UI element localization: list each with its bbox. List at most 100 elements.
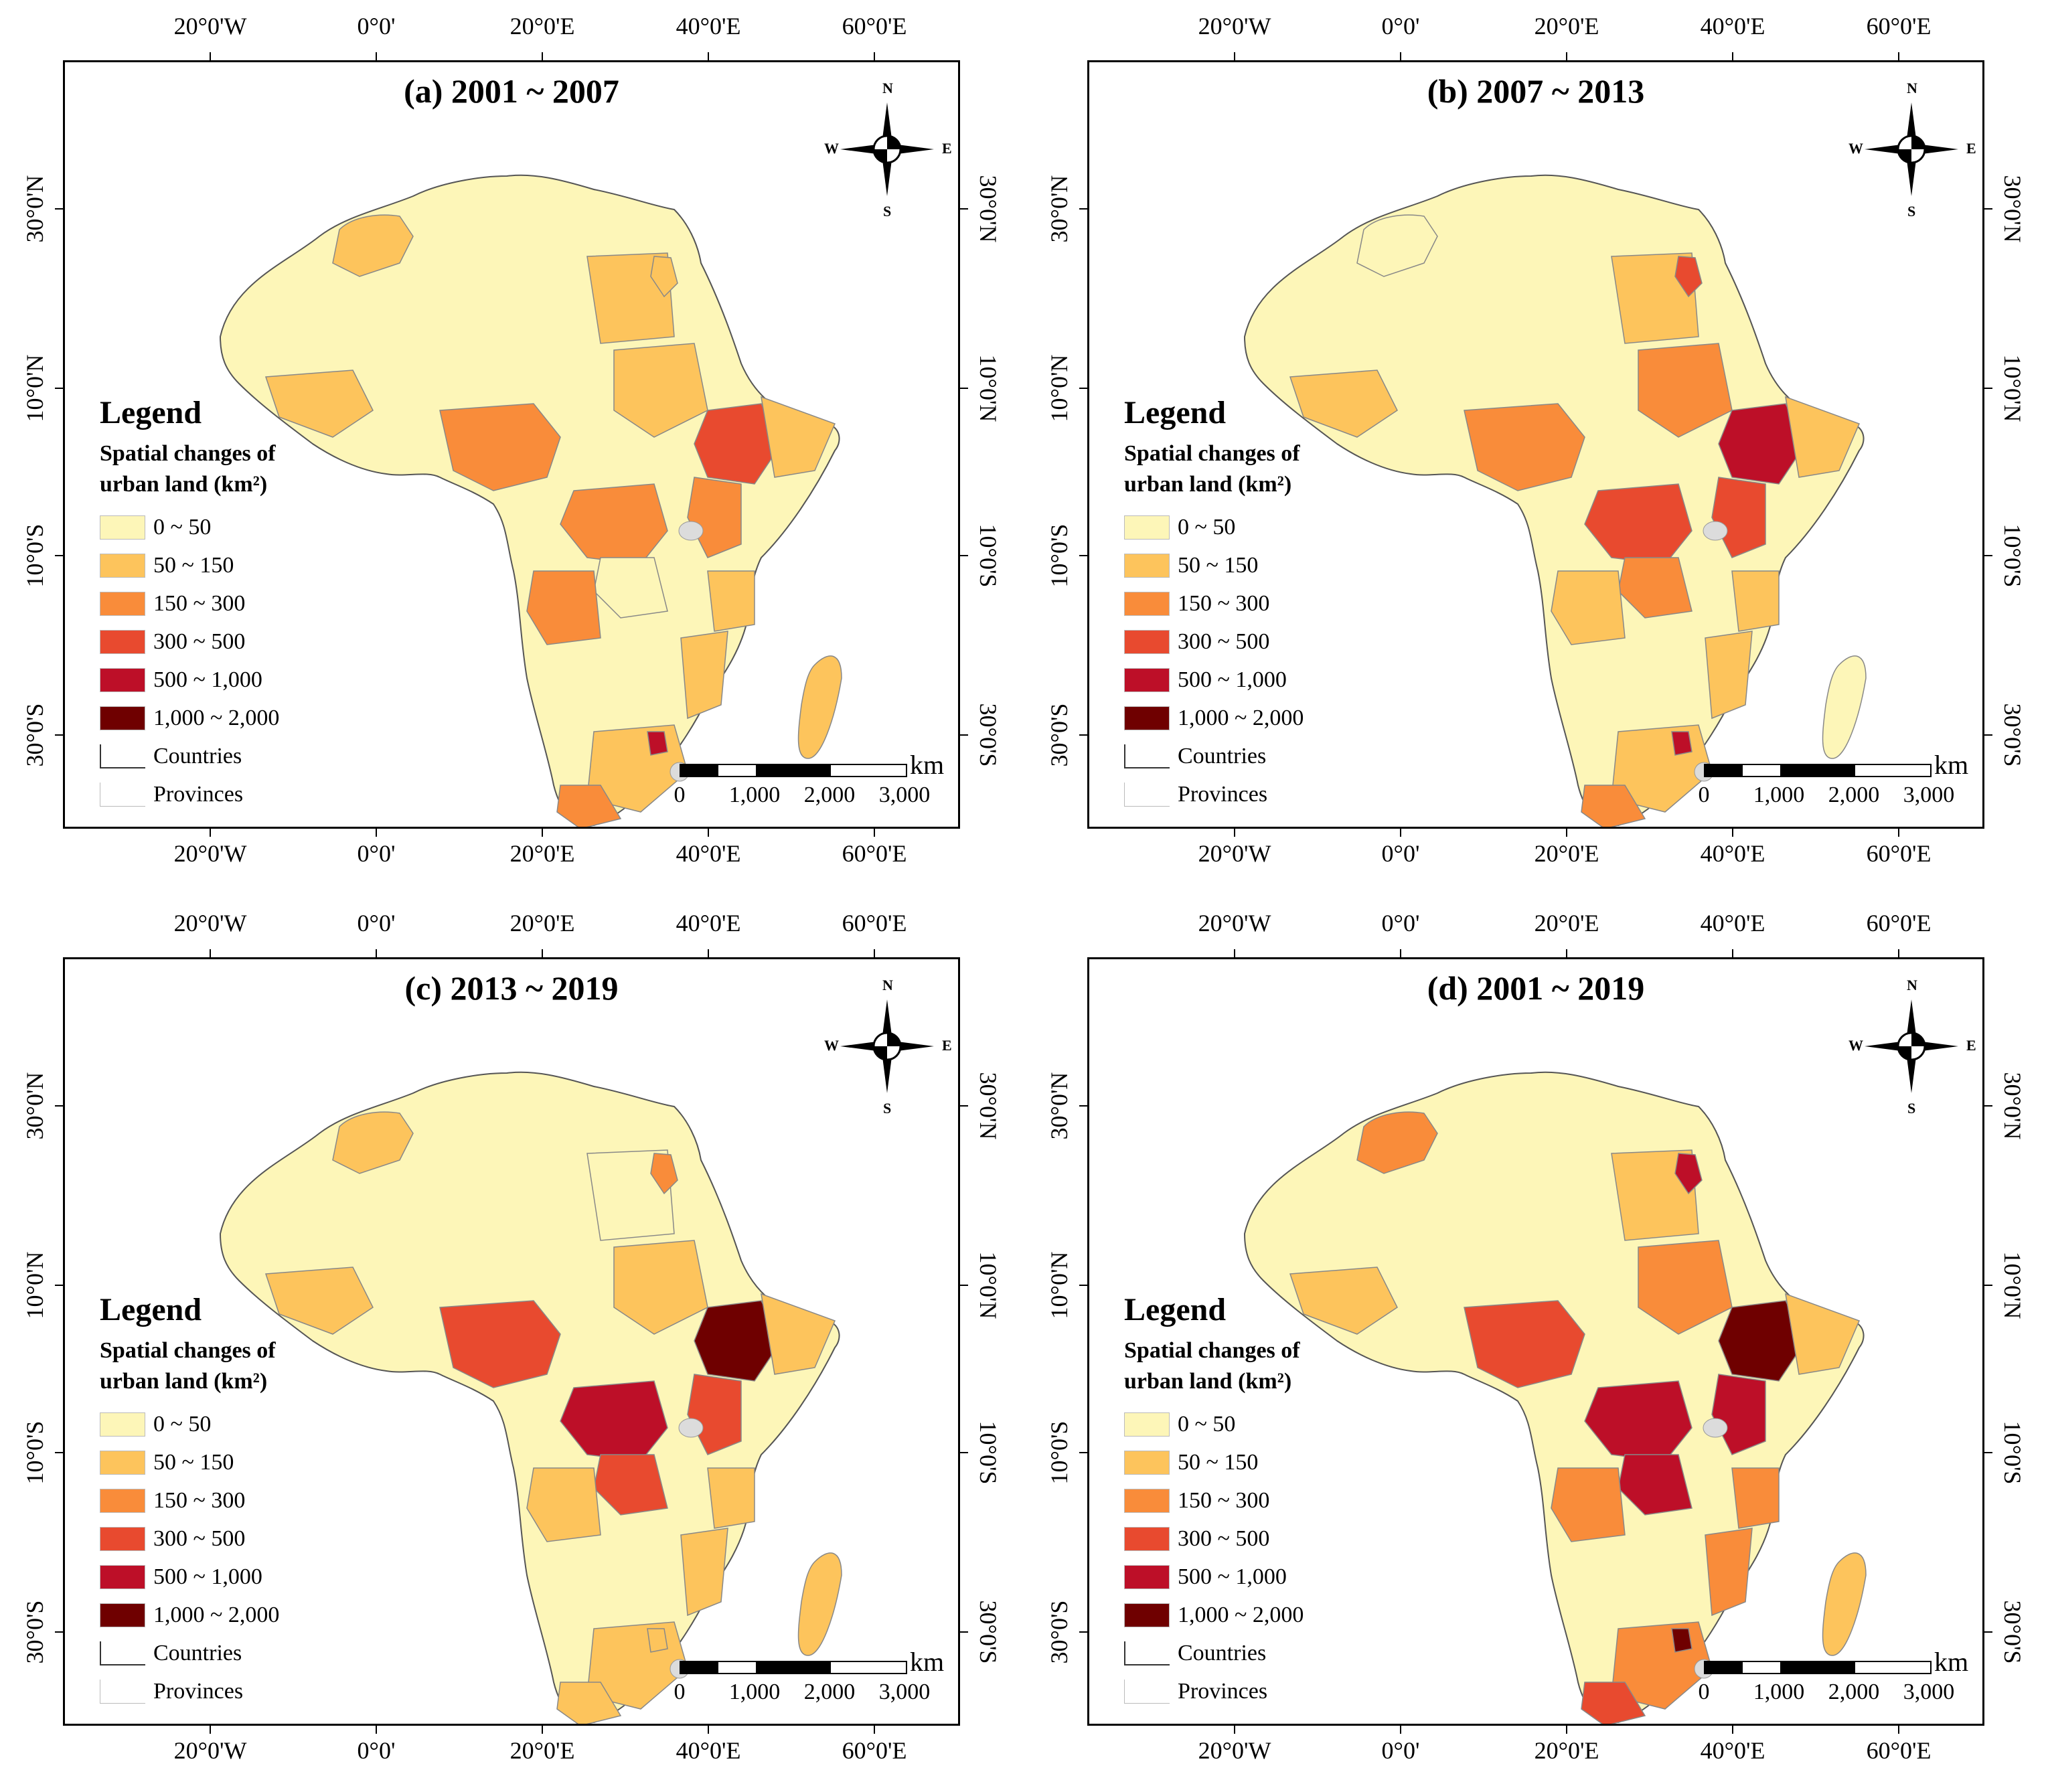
- legend-item-countries: Countries: [100, 1634, 279, 1672]
- tick-mark: [55, 388, 63, 389]
- legend-label: 1,000 ~ 2,000: [1178, 1602, 1304, 1627]
- region-sudan: [613, 1240, 708, 1335]
- region-nigeria: [1464, 403, 1585, 491]
- region-gauteng: [647, 731, 668, 756]
- region-gauteng: [1671, 1628, 1693, 1653]
- tick-mark: [1566, 829, 1567, 837]
- tick-mark: [376, 52, 377, 60]
- scale-bar-graphic: [680, 764, 907, 777]
- region-mozambique: [1705, 631, 1753, 720]
- tick-mark: [376, 949, 377, 957]
- region-sahel-west: [264, 1267, 374, 1335]
- legend-label: 1,000 ~ 2,000: [1178, 705, 1304, 730]
- scale-label: 0: [1698, 783, 1710, 807]
- compass-west-label: W: [1848, 140, 1863, 157]
- longitude-tick-label: 40°0'E: [1700, 910, 1765, 936]
- scale-bar-graphic: [1704, 1661, 1932, 1674]
- longitude-tick-label: 20°0'E: [509, 13, 575, 39]
- region-nile-delta: [1674, 256, 1703, 298]
- longitude-tick-label: 0°0': [357, 13, 396, 39]
- legend-swatch: [1124, 1488, 1170, 1513]
- latitude-tick-label: 10°0'N: [21, 354, 48, 422]
- legend-swatch: [100, 591, 145, 616]
- longitude-tick-label: 60°0'E: [842, 910, 907, 936]
- legend-swatch: [100, 706, 145, 730]
- legend-item-class-1: 50 ~ 150: [100, 1443, 279, 1481]
- legend-label: 1,000 ~ 2,000: [153, 705, 280, 730]
- region-nile-delta: [1674, 1153, 1703, 1195]
- legend-label: 50 ~ 150: [1178, 1449, 1259, 1475]
- tick-mark: [55, 555, 63, 556]
- latitude-tick-label: 10°0'S: [1046, 1420, 1073, 1485]
- north-arrow: N S W E: [824, 80, 952, 220]
- tick-mark: [960, 1105, 968, 1107]
- region-tanzania-coast: [1731, 570, 1780, 632]
- latitude-tick-label: 30°0'N: [1999, 1072, 2026, 1140]
- legend-swatch: [100, 629, 145, 654]
- lake-victoria: [678, 521, 704, 541]
- compass-rose-icon: [840, 999, 934, 1093]
- region-morocco: [1356, 214, 1438, 277]
- north-arrow: N S W E: [824, 977, 952, 1117]
- region-east-africa: [1711, 477, 1766, 558]
- region-nile-delta: [650, 1153, 678, 1195]
- tick-mark: [1400, 1726, 1401, 1734]
- legend-item-class-3: 300 ~ 500: [1124, 1520, 1304, 1558]
- tick-mark: [1566, 949, 1567, 957]
- legend-item-countries: Countries: [1124, 737, 1304, 775]
- region-mozambique: [680, 1528, 728, 1617]
- legend-item-class-4: 500 ~ 1,000: [100, 661, 279, 699]
- scale-bar-graphic: [680, 1661, 907, 1674]
- legend-subtitle-line2: urban land (km²): [1124, 472, 1292, 497]
- legend-heading: Legend: [1124, 1292, 1227, 1327]
- scale-label: 3,000: [878, 1680, 931, 1704]
- scale-label: 3,000: [1903, 783, 1955, 807]
- provinces-symbol: [100, 1679, 145, 1704]
- compass-south-label: S: [1907, 1100, 1916, 1117]
- region-morocco: [332, 214, 414, 277]
- legend-item-class-5: 1,000 ~ 2,000: [100, 699, 279, 737]
- legend-label: 300 ~ 500: [1178, 629, 1270, 654]
- legend-swatch: [100, 515, 145, 540]
- latitude-tick-label: 30°0'S: [1999, 703, 2026, 767]
- tick-mark: [1079, 1285, 1087, 1286]
- legend-swatch: [100, 1488, 145, 1513]
- region-madagascar: [1822, 1552, 1867, 1656]
- tick-mark: [1234, 1726, 1235, 1734]
- tick-mark: [960, 734, 968, 736]
- panel-title: (b) 2007 ~ 2013: [1427, 72, 1645, 110]
- tick-mark: [1984, 1285, 1992, 1286]
- latitude-tick-label: 30°0'S: [21, 703, 48, 767]
- legend-item-class-2: 150 ~ 300: [100, 1481, 279, 1520]
- legend-item-provinces: Provinces: [1124, 775, 1304, 813]
- tick-mark: [55, 1105, 63, 1107]
- longitude-tick-label: 60°0'E: [1866, 13, 1932, 39]
- legend: Legend Spatial changes of urban land (km…: [1124, 1294, 1304, 1710]
- tick-mark: [1984, 734, 1992, 736]
- region-angola: [1551, 1467, 1626, 1542]
- tick-mark: [1234, 949, 1235, 957]
- tick-mark: [1079, 1105, 1087, 1107]
- africa-map: [219, 174, 842, 827]
- legend-item-class-1: 50 ~ 150: [1124, 1443, 1304, 1481]
- africa-map: [1243, 174, 1867, 827]
- legend-label: 500 ~ 1,000: [153, 667, 262, 692]
- tick-mark: [1898, 829, 1899, 837]
- legend-swatch: [1124, 706, 1170, 730]
- tick-mark: [960, 1285, 968, 1286]
- tick-mark: [1566, 1726, 1567, 1734]
- longitude-tick-label: 0°0': [1381, 840, 1420, 867]
- tick-mark: [55, 1452, 63, 1453]
- legend-label: 150 ~ 300: [1178, 1487, 1270, 1513]
- compass-north-label: N: [1907, 80, 1917, 96]
- legend: Legend Spatial changes of urban land (km…: [100, 397, 279, 813]
- tick-mark: [1732, 1726, 1733, 1734]
- legend-swatch: [100, 1412, 145, 1437]
- legend-label: 50 ~ 150: [1178, 552, 1259, 578]
- lake-victoria: [1703, 1418, 1728, 1438]
- region-tanzania-coast: [707, 570, 755, 632]
- region-horn: [761, 396, 836, 478]
- tick-mark: [708, 829, 709, 837]
- legend-item-class-1: 50 ~ 150: [1124, 546, 1304, 584]
- region-horn: [761, 1293, 836, 1375]
